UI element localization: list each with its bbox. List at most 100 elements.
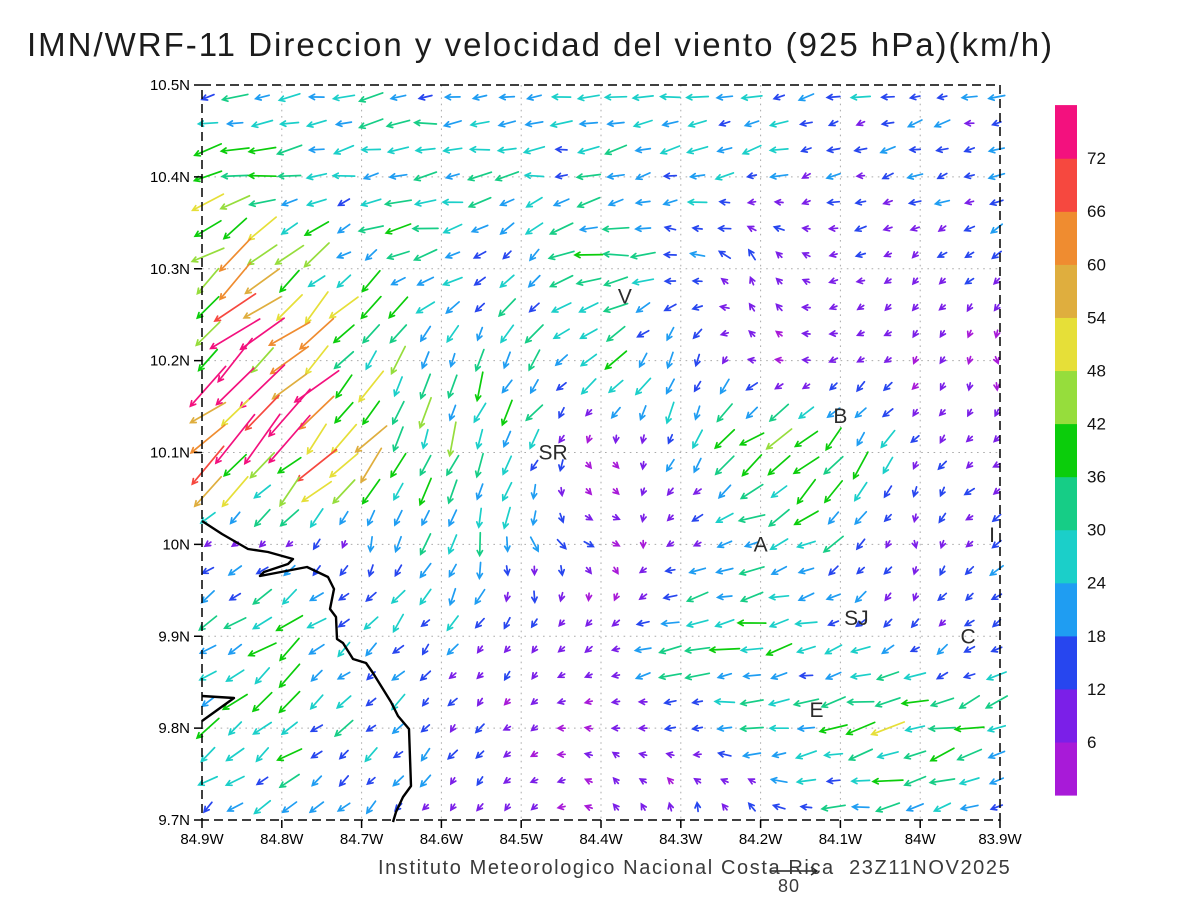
wind-arrow [278,773,300,789]
wind-arrow [685,591,709,603]
wind-arrow [658,645,682,655]
wind-arrow [525,196,543,208]
wind-arrow [800,330,811,338]
wind-arrow [883,329,892,337]
wind-arrow [530,510,538,527]
wind-arrow [694,801,702,813]
colorbar-label: 66 [1087,202,1106,221]
wind-arrow [683,646,711,654]
wind-arrow [578,225,598,233]
wind-arrow [662,172,678,180]
wind-arrow [218,237,252,273]
chart-title: IMN/WRF-11 Direccion y velocidad del vie… [27,26,1055,63]
wind-arrow [391,670,406,681]
wind-arrow [749,275,756,286]
wind-arrow [856,303,865,311]
wind-arrow [992,277,1001,285]
wind-arrow [612,566,619,575]
wind-arrow [529,536,539,553]
wind-arrow [392,426,404,453]
wind-arrow [502,750,511,758]
wind-arrow [585,619,593,628]
wind-arrow [474,302,486,313]
wind-arrow [823,480,844,504]
wind-arrow [958,694,981,709]
wind-arrow [719,378,730,395]
wind-arrow [629,251,656,260]
wind-arrow [502,351,511,370]
wind-arrow [366,776,376,786]
wind-arrow [939,486,946,498]
wind-arrow [446,749,459,760]
wind-arrow [474,617,485,629]
wind-arrow [308,592,324,602]
wind-arrow [639,405,647,421]
wind-arrow [818,724,848,734]
wind-arrow [606,172,625,180]
wind-arrow [640,802,648,811]
wind-arrow [989,564,1004,577]
wind-arrow [612,461,620,470]
wind-arrow [247,216,277,242]
wind-arrow [984,695,1009,709]
wind-arrow [769,172,789,180]
wind-arrow [338,775,350,788]
colorbar-segment [1055,211,1077,265]
wind-arrow [276,748,303,762]
wind-arrow [772,93,786,101]
wind-arrow [801,198,811,206]
wind-arrow [578,120,599,128]
wind-arrow [309,724,324,733]
wind-arrow [389,94,407,101]
wind-arrow [912,513,919,524]
y-tick-label: 10.2N [150,353,190,370]
wind-arrow [476,671,484,680]
wind-arrow [827,619,840,627]
wind-arrow [660,619,680,627]
wind-arrow [719,329,730,337]
wind-arrow [718,120,731,127]
wind-arrow [610,645,621,653]
wind-arrow [499,274,515,289]
wind-arrow [693,353,701,368]
x-tick-label: 84.1W [819,831,863,848]
wind-arrow [365,591,377,603]
wind-arrow [716,403,733,423]
wind-arrow [393,482,404,502]
wind-arrow [856,380,866,393]
colorbar-segment [1055,423,1077,478]
wind-arrow [963,146,976,153]
wind-arrow [883,250,893,258]
wind-arrow [846,698,875,706]
wind-arrow [328,452,359,478]
wind-arrow [662,593,678,601]
wind-arrow [476,326,484,342]
wind-arrow [476,645,484,654]
wind-arrow [912,461,920,471]
wind-arrow [364,747,378,763]
wind-arrow [219,194,251,210]
wind-arrow [966,355,974,366]
wind-arrow [717,250,732,260]
wind-arrow [279,476,300,508]
wind-arrow [386,250,410,261]
wind-arrow [883,485,893,499]
wind-arrow [964,277,975,285]
wind-arrow [276,456,302,474]
wind-arrow [855,119,866,127]
wind-arrow [390,452,407,479]
wind-arrow [552,328,570,340]
wind-arrow [685,619,709,628]
wind-arrow [854,618,867,628]
wind-arrow [254,667,271,685]
wind-arrow [497,120,517,128]
wind-arrow [746,356,757,364]
wind-arrow [470,224,489,234]
wind-arrow [659,145,681,155]
wind-arrow [367,536,375,554]
wind-arrow [357,92,384,103]
wind-arrow [250,119,274,129]
plot-frame [194,84,1001,828]
wind-arrow [554,172,568,180]
wind-arrow [826,407,841,419]
